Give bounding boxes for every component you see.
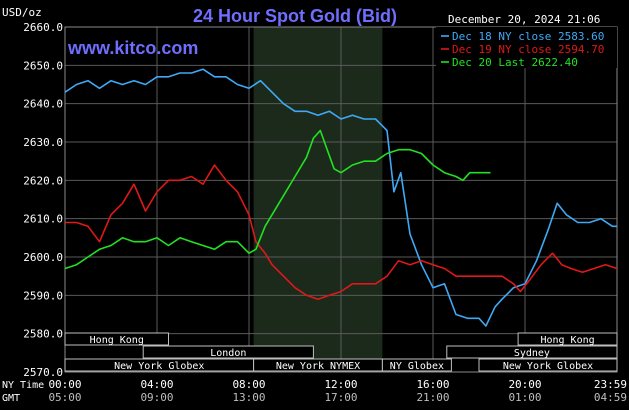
chart-title: 24 Hour Spot Gold (Bid) bbox=[193, 6, 397, 26]
x-tick-label-ny: 00:00 bbox=[48, 378, 81, 391]
series-line-dec19 bbox=[65, 164, 618, 300]
x-tick-label-ny: 20:00 bbox=[508, 378, 541, 391]
session-label: NY Globex bbox=[390, 361, 444, 372]
x-tick-label-gmt: 05:00 bbox=[48, 391, 81, 404]
x-tick-label-ny: 12:00 bbox=[324, 378, 357, 391]
shaded-region-layer bbox=[253, 27, 383, 372]
x-tick-label-ny: 08:00 bbox=[232, 378, 265, 391]
session-label: New York NYMEX bbox=[276, 361, 360, 372]
legend-entry-dec20: Dec 20 Last 2622.40 bbox=[452, 56, 578, 69]
y-tick-label: 2650.0 bbox=[23, 59, 63, 72]
x-tick-label-gmt: 21:00 bbox=[416, 391, 449, 404]
y-tick-label: 2630.0 bbox=[23, 136, 63, 149]
session-label: New York Globex bbox=[114, 361, 204, 372]
brand-watermark: www.kitco.com bbox=[67, 38, 198, 58]
session-bar bbox=[142, 345, 314, 359]
session-bar bbox=[517, 332, 618, 346]
series-line-dec18 bbox=[64, 68, 617, 327]
y-tick-label: 2590.0 bbox=[23, 289, 63, 302]
session-bar bbox=[446, 345, 618, 359]
session-label: London bbox=[210, 348, 246, 359]
x-tick-label-gmt: 04:59 bbox=[594, 391, 627, 404]
x-tick-label-gmt: 17:00 bbox=[324, 391, 357, 404]
series-line-dec20 bbox=[64, 129, 491, 270]
y-tick-label: 2620.0 bbox=[23, 174, 63, 187]
nymex-shaded-region bbox=[253, 27, 383, 372]
y-tick-label: 2600.0 bbox=[23, 251, 63, 264]
timestamp: December 20, 2024 21:06 bbox=[448, 13, 600, 26]
session-label: Hong Kong bbox=[540, 335, 594, 346]
legend-entry-dec18: Dec 18 NY close 2583.60 bbox=[452, 30, 604, 43]
series-layer bbox=[64, 68, 618, 327]
session-label: Hong Kong bbox=[90, 335, 144, 346]
x-tick-label-gmt: 13:00 bbox=[232, 391, 265, 404]
plot-frame bbox=[64, 26, 618, 373]
session-label: New York Globex bbox=[503, 361, 593, 372]
y-tick-label: 2660.0 bbox=[23, 21, 63, 34]
axis-layer: 2570.0 2580.0 2590.0 2600.0 2610.0 2620.0 2630… bbox=[23, 21, 627, 404]
legend-box bbox=[436, 27, 617, 68]
x-tick-label-gmt: 09:00 bbox=[140, 391, 173, 404]
x-row-label-ny: NY Time bbox=[2, 380, 44, 391]
y-tick-label: 2610.0 bbox=[23, 213, 63, 226]
session-layer: Hong Kong London New York Globex New York N… bbox=[64, 332, 618, 372]
legend-entry-dec19: Dec 19 NY close 2594.70 bbox=[452, 43, 604, 56]
x-tick-label-gmt: 01:00 bbox=[508, 391, 541, 404]
x-tick-label-ny: 16:00 bbox=[416, 378, 449, 391]
x-tick-label-ny: 23:59 bbox=[594, 378, 627, 391]
session-bar bbox=[381, 358, 452, 372]
session-bar bbox=[478, 358, 618, 372]
x-row-label-gmt: GMT bbox=[2, 393, 20, 404]
session-bar bbox=[64, 332, 169, 346]
y-tick-label: 2580.0 bbox=[23, 328, 63, 341]
y-tick-label: 2570.0 bbox=[23, 366, 63, 379]
y-unit-label: USD/oz bbox=[2, 6, 42, 19]
x-tick-label-ny: 04:00 bbox=[140, 378, 173, 391]
session-label: Sydney bbox=[514, 348, 550, 359]
y-tick-label: 2640.0 bbox=[23, 98, 63, 111]
